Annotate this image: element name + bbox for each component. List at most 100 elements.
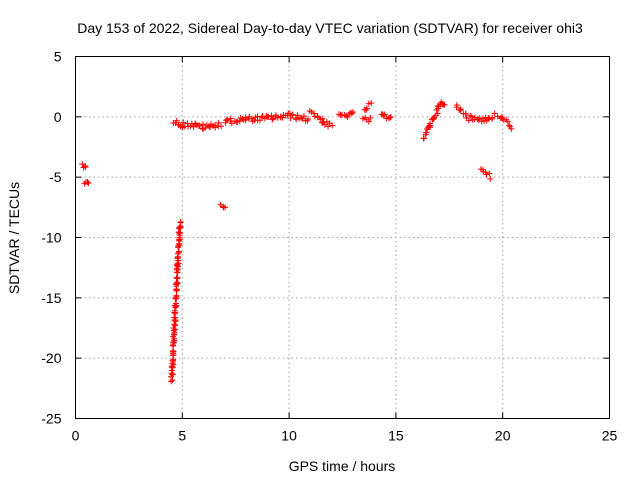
y-tick-label: -5 [49, 169, 62, 185]
data-point [297, 114, 304, 121]
data-point [256, 117, 263, 124]
data-point [175, 229, 182, 236]
data-point [319, 115, 326, 122]
data-point [176, 224, 183, 231]
y-tick-label: -25 [41, 411, 61, 427]
x-tick-label: 25 [602, 428, 618, 444]
data-points [79, 99, 515, 385]
data-point [84, 179, 91, 186]
y-tick-label: 5 [54, 49, 62, 65]
data-point [465, 117, 472, 124]
data-point [494, 113, 501, 120]
data-point [174, 260, 181, 267]
data-point [380, 112, 387, 119]
data-point [420, 135, 427, 142]
y-tick-label: 0 [54, 109, 62, 125]
x-axis-label: GPS time / hours [289, 458, 396, 474]
data-point [499, 115, 506, 122]
data-point [85, 180, 92, 187]
data-point [305, 116, 312, 123]
grid-lines [75, 56, 610, 419]
data-point [207, 123, 214, 130]
data-point [329, 122, 336, 129]
chart-title: Day 153 of 2022, Sidereal Day-to-day VTE… [77, 20, 583, 36]
data-point [294, 112, 301, 119]
data-point [196, 122, 203, 129]
data-point [323, 118, 330, 125]
data-point [434, 110, 441, 117]
data-point [222, 204, 229, 211]
data-point [311, 110, 318, 117]
x-tick-label: 5 [178, 428, 186, 444]
data-point [173, 275, 180, 282]
data-point [265, 113, 272, 120]
data-point [387, 114, 394, 121]
data-point [172, 295, 179, 302]
data-point [172, 322, 179, 329]
data-point [486, 170, 493, 177]
x-tick-label: 10 [281, 428, 297, 444]
data-point [215, 119, 222, 126]
data-point [457, 106, 464, 113]
data-point [427, 120, 434, 127]
data-point [82, 164, 89, 171]
data-point [180, 119, 187, 126]
data-point [479, 115, 486, 122]
data-point [224, 116, 231, 123]
data-point [321, 121, 328, 128]
data-point [462, 111, 469, 118]
data-point [300, 113, 307, 120]
data-point [508, 125, 515, 132]
data-point [486, 115, 493, 122]
data-point [242, 114, 249, 121]
data-point [277, 113, 284, 120]
data-point [504, 118, 511, 125]
data-point [365, 118, 372, 125]
data-point [489, 114, 496, 121]
data-point [174, 269, 181, 276]
data-point [483, 171, 490, 178]
data-point [212, 124, 219, 131]
y-tick-label: -20 [41, 350, 61, 366]
data-point [441, 101, 448, 108]
data-point [487, 175, 494, 182]
data-point [363, 105, 370, 112]
data-point [196, 122, 203, 129]
data-point [386, 114, 393, 121]
data-point [348, 110, 355, 117]
data-point [346, 110, 353, 117]
data-point [169, 357, 176, 364]
data-point [190, 123, 197, 130]
data-point [457, 107, 464, 114]
data-point [218, 123, 225, 130]
data-point [169, 371, 176, 378]
data-point [175, 248, 182, 255]
data-point [279, 114, 286, 121]
data-point [258, 114, 265, 121]
data-point [308, 109, 315, 116]
data-point [172, 300, 179, 307]
data-point [506, 122, 513, 129]
y-axis-label: SDTVAR / TECUs [6, 182, 22, 294]
axis-ticks [75, 56, 610, 419]
x-tick-label: 0 [72, 428, 80, 444]
data-point [343, 112, 350, 119]
data-point [344, 114, 351, 121]
data-point [170, 349, 177, 356]
data-point [269, 116, 276, 123]
data-point [173, 117, 180, 124]
x-tick-label: 20 [495, 428, 511, 444]
data-point [174, 261, 181, 268]
y-tick-label: -10 [41, 230, 61, 246]
x-tick-labels: 0 5 10 15 20 25 [72, 428, 618, 444]
data-point [474, 116, 481, 123]
data-point [468, 113, 475, 120]
y-tick-label: -15 [41, 290, 61, 306]
y-tick-labels: 5 0 -5 -10 -15 -20 -25 [41, 49, 61, 427]
data-point [363, 106, 370, 113]
data-point [173, 293, 180, 300]
data-point [177, 219, 184, 226]
data-point [350, 109, 357, 116]
data-point [368, 100, 375, 107]
